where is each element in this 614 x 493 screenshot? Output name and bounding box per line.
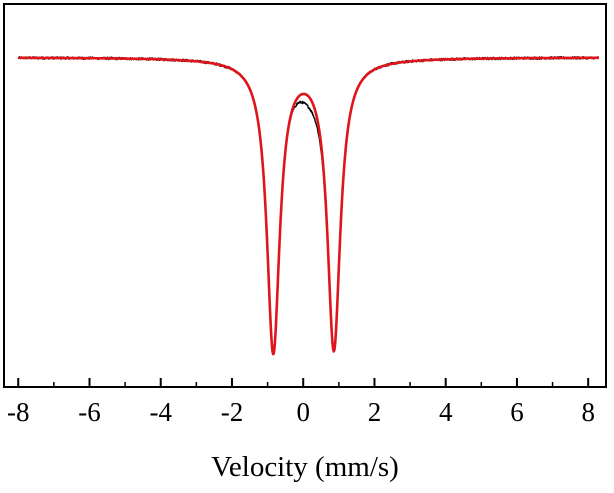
series-layer: [17, 55, 600, 356]
experimental-data-line: [17, 55, 600, 355]
x-tick-label: 8: [581, 397, 595, 427]
x-tick-label: 0: [296, 397, 310, 427]
x-tick-label: -2: [221, 397, 244, 427]
x-tick-label: 6: [510, 397, 524, 427]
x-tick-label: -4: [149, 397, 172, 427]
x-tick-label: 2: [368, 397, 382, 427]
x-tick-label: -8: [7, 397, 30, 427]
x-tick-label: 4: [439, 397, 453, 427]
plot-frame: [3, 3, 607, 388]
fit-curve-line: [17, 56, 600, 356]
x-axis-ticks: -8 -6 -4 -2 0 2 4 6 8: [7, 378, 595, 427]
x-axis-title: Velocity (mm/s): [211, 451, 399, 483]
x-tick-label: -6: [78, 397, 101, 427]
